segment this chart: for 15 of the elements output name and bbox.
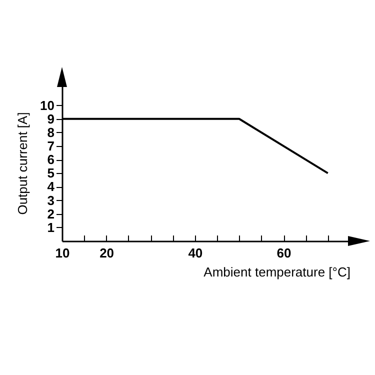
y-tick-label: 5 <box>47 166 54 181</box>
y-axis-title: Output current [A] <box>15 112 30 215</box>
y-tick-label: 7 <box>47 138 54 154</box>
y-tick-label: 1 <box>47 220 54 235</box>
y-tick-label: 6 <box>47 152 54 168</box>
y-tick-label: 2 <box>47 206 54 222</box>
x-tick-label: 60 <box>276 246 292 260</box>
y-tick-label: 8 <box>47 124 54 140</box>
y-tick-label: 3 <box>47 192 54 208</box>
x-axis-title: Ambient temperature [°C] <box>204 264 350 280</box>
y-tick-label: 9 <box>47 111 54 126</box>
x-tick-label: 40 <box>188 246 203 260</box>
y-tick-label: 4 <box>47 179 56 194</box>
x-tick-label: 20 <box>100 246 114 260</box>
y-tick-label: 10 <box>40 98 54 113</box>
